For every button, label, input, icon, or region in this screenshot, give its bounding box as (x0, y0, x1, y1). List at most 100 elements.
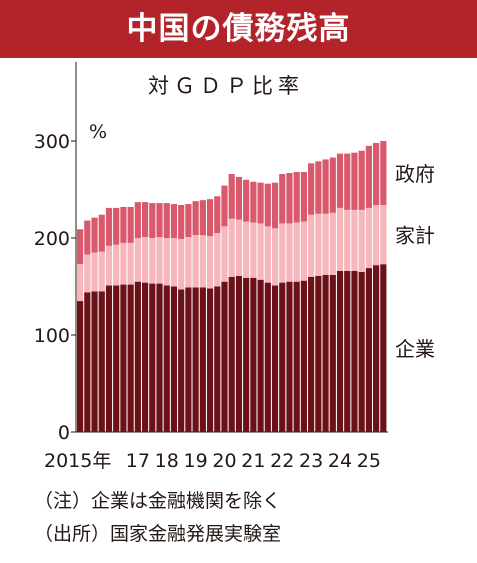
x-tick-label: 21 (241, 450, 265, 472)
bar-segment-household (221, 226, 228, 282)
bar-segment-corporate (380, 264, 387, 432)
bar-segment-household (84, 254, 91, 293)
bar-segment-household (300, 221, 308, 281)
bar-segment-household (98, 251, 105, 292)
bar-segment-household (373, 205, 380, 266)
bar-segment-government (308, 163, 315, 215)
x-tick-label: 24 (328, 450, 352, 472)
title-banner: 中国の債務残高 (0, 0, 477, 58)
bar-segment-corporate (279, 282, 286, 432)
bar-segment-corporate (185, 287, 192, 432)
x-tick-label: 23 (299, 450, 323, 472)
bar-segment-government (192, 201, 199, 236)
bar-segment-government (149, 203, 156, 238)
bar-segment-corporate (214, 286, 221, 432)
bar-segment-household (120, 242, 127, 285)
x-tick-label: 25 (357, 450, 381, 472)
bar-segment-corporate (105, 285, 113, 432)
bar-segment-government (329, 157, 336, 213)
bar-segment-household (336, 207, 344, 271)
bar-segment-government (105, 207, 113, 246)
bar-segment-government (351, 152, 358, 210)
bar-segment-household (329, 212, 336, 275)
bar-segment-household (279, 223, 286, 283)
bar-segment-government (98, 214, 105, 252)
bar-segment-corporate (178, 289, 185, 432)
bar-segment-corporate (322, 274, 329, 432)
bar-segment-government (170, 204, 178, 238)
bar-segment-household (105, 245, 113, 286)
bar-segment-government (250, 181, 257, 223)
y-tick-label: 0 (58, 422, 70, 444)
bar-segment-household (185, 237, 192, 288)
bar-segment-household (315, 213, 322, 276)
bar-segment-household (293, 222, 300, 282)
bar-segment-household (170, 238, 178, 287)
bar-segment-government (163, 203, 170, 238)
bar-segment-government (77, 229, 84, 265)
bar-segment-government (373, 142, 380, 206)
bar-segment-government (214, 196, 221, 234)
bar-segment-corporate (84, 292, 91, 432)
bar-segment-household (163, 238, 170, 286)
bar-segment-corporate (336, 270, 344, 432)
bar-segment-government (293, 172, 300, 223)
bar-segment-government (286, 173, 293, 224)
bar-segment-household (271, 228, 279, 286)
bar-segment-corporate (329, 274, 336, 432)
bar-segment-household (286, 223, 293, 282)
bar-segment-household (113, 244, 120, 286)
bar-segment-household (206, 236, 214, 289)
bar-segment-government (84, 220, 91, 255)
bar-segment-corporate (300, 280, 308, 432)
bar-segment-corporate (170, 286, 178, 432)
bar-segment-corporate (120, 284, 127, 432)
bar-segment-household (264, 226, 271, 283)
bar-segment-corporate (257, 279, 264, 432)
bar-segment-corporate (365, 268, 372, 432)
bar-segment-government (120, 206, 127, 243)
bar-segment-government (113, 207, 120, 245)
bar-segment-household (243, 221, 250, 278)
bar-segment-corporate (243, 277, 250, 432)
bar-segment-government (336, 153, 344, 208)
bar-segment-household (156, 237, 163, 284)
bar-segment-household (214, 233, 221, 287)
bar-segment-government (300, 172, 308, 222)
bar-segment-corporate (221, 281, 228, 432)
series-label-corporate: 企業 (395, 337, 435, 361)
bar-segment-corporate (235, 275, 243, 432)
bar-segment-government (141, 202, 149, 238)
bar-segment-corporate (228, 276, 235, 432)
bar-segment-corporate (206, 288, 214, 432)
bar-segment-corporate (264, 282, 271, 432)
bar-segment-government (199, 200, 206, 236)
x-tick-label: 19 (184, 450, 208, 472)
bar-segment-household (178, 238, 185, 290)
bar-segment-government (315, 161, 322, 214)
bar-segment-government (344, 153, 351, 210)
bar-segment-government (91, 217, 98, 253)
bar-segment-household (344, 209, 351, 271)
bar-segment-corporate (134, 281, 141, 432)
bar-segment-household (351, 209, 358, 271)
bar-segment-household (199, 235, 206, 288)
series-label-government: 政府 (395, 162, 435, 186)
bar-segment-household (77, 264, 84, 302)
bar-segment-corporate (373, 265, 380, 432)
bar-segment-corporate (351, 270, 358, 432)
y-tick-label: 300 (34, 131, 70, 153)
bar-segment-corporate (156, 283, 163, 432)
bar-segment-household (235, 219, 243, 276)
bar-segment-government (243, 179, 250, 222)
bar-segment-household (380, 205, 387, 265)
x-tick-label: 22 (270, 450, 294, 472)
bar-segment-household (250, 222, 257, 278)
bar-segment-corporate (192, 287, 199, 432)
y-tick-label: 100 (34, 325, 70, 347)
bar-segment-government (264, 183, 271, 227)
x-tick-label: 17 (126, 450, 150, 472)
bar-segment-corporate (293, 281, 300, 432)
bar-segment-household (365, 207, 372, 269)
